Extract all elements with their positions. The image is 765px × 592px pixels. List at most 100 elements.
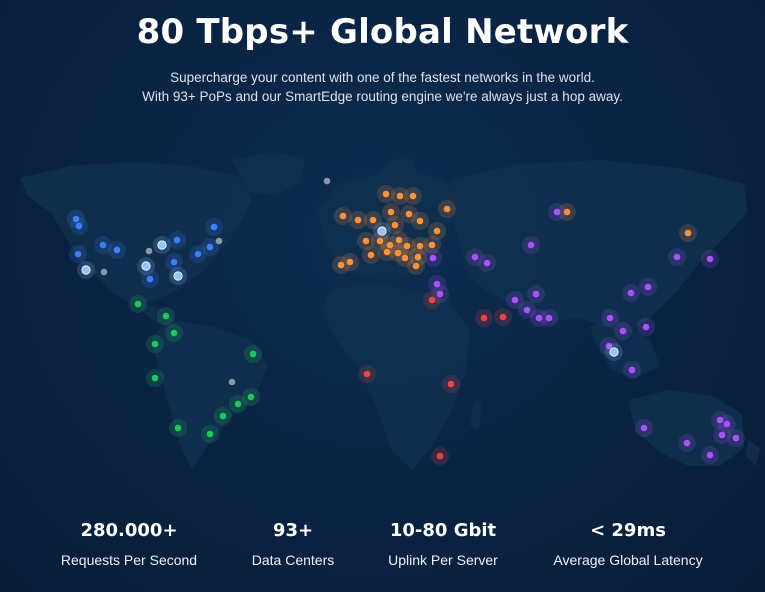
pop-marker-dot [723, 420, 731, 428]
pop-marker [718, 415, 736, 433]
pop-marker [423, 236, 441, 254]
pop-marker [409, 248, 427, 266]
land-asia [450, 160, 748, 334]
pop-marker [358, 365, 376, 383]
pop-marker-dot [447, 380, 455, 388]
pop-marker-dot [401, 254, 409, 262]
pop-marker-dot [206, 430, 214, 438]
pop-marker [377, 185, 395, 203]
pop-marker [169, 419, 187, 437]
pop-marker-dot [81, 265, 91, 275]
pop-marker-dot [628, 366, 636, 374]
pop-marker [242, 388, 260, 406]
pop-marker [404, 187, 422, 205]
pop-marker [129, 295, 147, 313]
pop-marker [244, 345, 262, 363]
pop-marker [637, 318, 655, 336]
world-network-map [20, 152, 760, 470]
pop-marker-dot [162, 312, 170, 320]
pop-marker [438, 200, 456, 218]
land-madagascar [470, 400, 482, 430]
pop-marker [146, 335, 164, 353]
pop-marker-dot [145, 247, 153, 255]
world-landmass [20, 152, 760, 470]
pop-marker [727, 429, 745, 447]
pop-marker-dot [644, 283, 652, 291]
pop-marker-dot [405, 210, 413, 218]
pop-marker [146, 369, 164, 387]
pop-marker [614, 322, 632, 340]
pop-marker-dot [363, 370, 371, 378]
pop-marker-dot [346, 258, 354, 266]
pop-marker-dot [215, 237, 223, 245]
pop-marker [506, 291, 524, 309]
pop-marker [201, 238, 219, 256]
pop-marker-dot [234, 400, 242, 408]
stat-latency-value: < 29ms [590, 520, 666, 541]
pop-marker [357, 232, 375, 250]
pop-marker-dot [74, 250, 82, 258]
pop-marker [530, 309, 548, 327]
pop-marker-dot [113, 246, 121, 254]
pop-marker-dot [619, 327, 627, 335]
pop-marker [373, 222, 391, 240]
pop-marker-dot [170, 329, 178, 337]
pop-marker-dot [394, 249, 402, 257]
pop-marker [442, 375, 460, 393]
pop-marker-dot [480, 314, 488, 322]
pop-marker-dot [362, 237, 370, 245]
pop-marker-dot [151, 374, 159, 382]
pop-marker-dot [170, 258, 178, 266]
pop-marker-dot [545, 314, 553, 322]
pop-marker-dot [100, 268, 108, 276]
pop-marker [411, 212, 429, 230]
pop-marker-dot [173, 271, 183, 281]
pop-marker [153, 236, 171, 254]
pop-marker-dot [146, 275, 154, 283]
pop-marker-dot [499, 313, 507, 321]
pop-marker [411, 237, 429, 255]
pop-marker-dot [523, 306, 531, 314]
stat-uplink-value: 10-80 Gbit [389, 520, 497, 541]
pop-marker-dot [228, 378, 236, 386]
pop-marker [390, 231, 408, 249]
pop-marker-dot [532, 290, 540, 298]
stat-latency: < 29ms Average Global Latency [538, 518, 718, 568]
pop-marker [527, 285, 545, 303]
pop-marker [678, 434, 696, 452]
stat-uplink-label: Uplink Per Server [388, 552, 498, 568]
pop-marker-dot [471, 253, 479, 261]
pop-marker [141, 270, 159, 288]
pop-marker [431, 285, 449, 303]
pop-marker-dot [354, 216, 362, 224]
pop-marker [407, 257, 425, 275]
pop-marker-dot [433, 227, 441, 235]
pop-marker-dot [386, 241, 394, 249]
land-scandinavia [374, 158, 418, 186]
pop-marker-dot [403, 242, 411, 250]
pop-marker [69, 245, 87, 263]
pop-marker [396, 249, 414, 267]
pop-marker [605, 343, 623, 361]
pop-marker-dot [383, 248, 391, 256]
pop-marker-dot [377, 226, 387, 236]
pop-marker [341, 253, 359, 271]
pop-marker-dot [716, 416, 724, 424]
pop-marker [475, 309, 493, 327]
land-africa [322, 282, 470, 470]
pop-marker [165, 324, 183, 342]
pop-marker [635, 419, 653, 437]
pop-marker [205, 218, 223, 236]
pop-marker-dot [483, 259, 491, 267]
pop-marker-dot [249, 350, 257, 358]
pop-marker [548, 203, 566, 221]
pop-marker [398, 237, 416, 255]
pop-marker [165, 253, 183, 271]
pop-marker [349, 211, 367, 229]
pop-marker [428, 222, 446, 240]
pop-marker-dot [433, 280, 441, 288]
pop-marker-dot [337, 261, 345, 269]
pop-marker [364, 211, 382, 229]
pop-marker-dot [553, 208, 561, 216]
pop-marker [701, 250, 719, 268]
